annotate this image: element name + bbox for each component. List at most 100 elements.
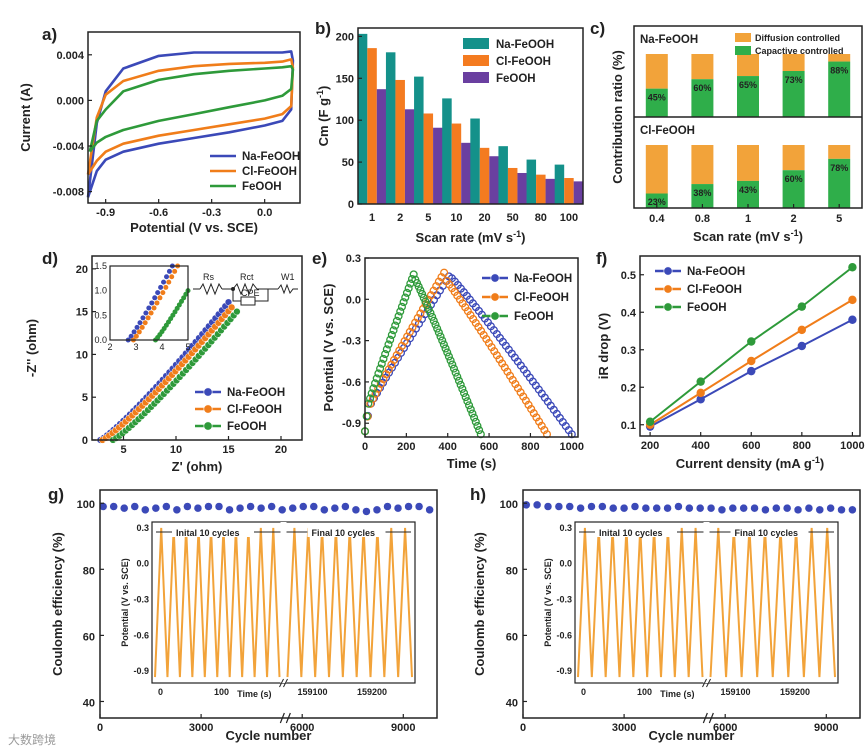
data-point	[299, 502, 308, 511]
data-point	[392, 316, 401, 325]
bar	[545, 178, 556, 204]
data-point	[451, 368, 460, 377]
data-point	[204, 502, 213, 511]
y-axis-label: Current (A)	[18, 83, 33, 152]
x-axis-label: Cycle number	[226, 728, 312, 743]
legend-label: FeOOH	[514, 311, 554, 323]
inset-y-label: Potential (V vs. SCE)	[543, 558, 553, 647]
cv-curve	[86, 50, 295, 198]
bar	[564, 178, 574, 204]
inset-x-tick: 100	[214, 687, 229, 697]
data-point	[372, 505, 382, 515]
data-point	[761, 505, 770, 515]
x-tick-label: 10	[450, 212, 462, 224]
inset-point	[172, 268, 178, 274]
axis-break	[283, 678, 288, 688]
bar-diffusion	[645, 54, 668, 89]
y-tick-label: 100	[77, 499, 95, 511]
data-point	[362, 412, 371, 421]
inset-x-tick: 0	[158, 687, 163, 697]
x-tick-label: 600	[480, 441, 498, 453]
bar-diffusion	[691, 54, 714, 80]
data-point	[456, 380, 465, 389]
axis-break	[279, 712, 285, 724]
x-tick-label: 600	[742, 440, 760, 452]
data-point	[500, 363, 509, 372]
y-tick-label: -0.9	[342, 418, 361, 430]
y-tick-label: 0.3	[346, 253, 361, 265]
group-label: Na-FeOOH	[640, 34, 698, 46]
data-point	[394, 312, 403, 321]
data-point	[487, 343, 496, 352]
data-point	[438, 336, 447, 345]
data-point	[404, 502, 413, 511]
data-point	[465, 401, 474, 410]
bar-value-label: 23%	[648, 197, 666, 207]
equivalent-circuit: Rs Rct CPE W1	[193, 272, 298, 306]
inset-x-tick: 159100	[721, 687, 751, 697]
data-point	[371, 379, 380, 388]
data-point	[397, 302, 406, 311]
inset-y-tick: -0.3	[133, 595, 149, 605]
x-tick-label: 20	[478, 212, 490, 224]
plot-frame	[91, 255, 303, 441]
data-point	[421, 297, 430, 306]
y-tick-label: 40	[506, 697, 518, 709]
data-point	[372, 374, 381, 383]
data-point	[439, 340, 448, 349]
x-tick-label: 1	[745, 213, 751, 225]
data-point	[119, 503, 129, 513]
inset-point	[146, 305, 152, 311]
data-point	[587, 502, 596, 511]
inset-x-label: Time (s)	[660, 689, 694, 699]
data-point	[641, 503, 651, 513]
data-point	[470, 413, 479, 422]
data-point	[458, 384, 467, 393]
inset-point	[142, 320, 148, 326]
circuit-label: CPE	[241, 288, 260, 298]
inset-point	[164, 274, 170, 280]
inset-x-tick: 159200	[357, 687, 387, 697]
data-point	[492, 351, 501, 360]
axis-break	[708, 712, 714, 724]
inset-x-tick: 159100	[298, 687, 328, 697]
inset-y-tick: -0.9	[556, 666, 572, 676]
data-point	[848, 295, 857, 305]
bar-value-label: 73%	[785, 75, 803, 85]
inset-point	[183, 291, 189, 297]
data-point	[532, 500, 542, 510]
data-point	[484, 339, 494, 348]
inset-y-label: Potential (V vs. SCE)	[120, 558, 130, 647]
panel-b: b) 1 2 5 10 20 50 80 100 0 50 100 150 200 Scan rate (m…	[315, 19, 584, 245]
data-point	[537, 421, 546, 430]
bar-diffusion	[828, 145, 851, 159]
panel-label: e)	[312, 249, 327, 268]
panel-label: f)	[596, 249, 607, 268]
data-point	[797, 341, 807, 351]
data-point	[228, 303, 236, 311]
bar	[526, 159, 537, 204]
data-point	[374, 369, 383, 378]
y-tick-label: 200	[336, 31, 354, 43]
warburg-w1	[277, 283, 298, 295]
axis-break	[702, 712, 708, 724]
data-point	[277, 505, 287, 515]
resistor-rct	[232, 282, 258, 296]
bar	[423, 113, 434, 204]
y-tick-label: 80	[83, 565, 95, 577]
data-point	[826, 503, 835, 513]
data-point	[440, 268, 449, 277]
inset-point	[145, 315, 151, 321]
bar-capacitive	[691, 184, 714, 208]
bar-value-label: 88%	[830, 66, 848, 76]
x-tick-label: 400	[692, 440, 710, 452]
inset-point	[131, 329, 137, 335]
data-point	[330, 503, 340, 513]
inset-point	[143, 310, 149, 316]
data-point	[837, 505, 846, 515]
data-point	[782, 503, 792, 513]
bar-capacitive	[782, 71, 805, 117]
data-point	[404, 284, 413, 293]
data-point	[309, 502, 319, 511]
legend-label: Capactive controlled	[755, 46, 844, 56]
